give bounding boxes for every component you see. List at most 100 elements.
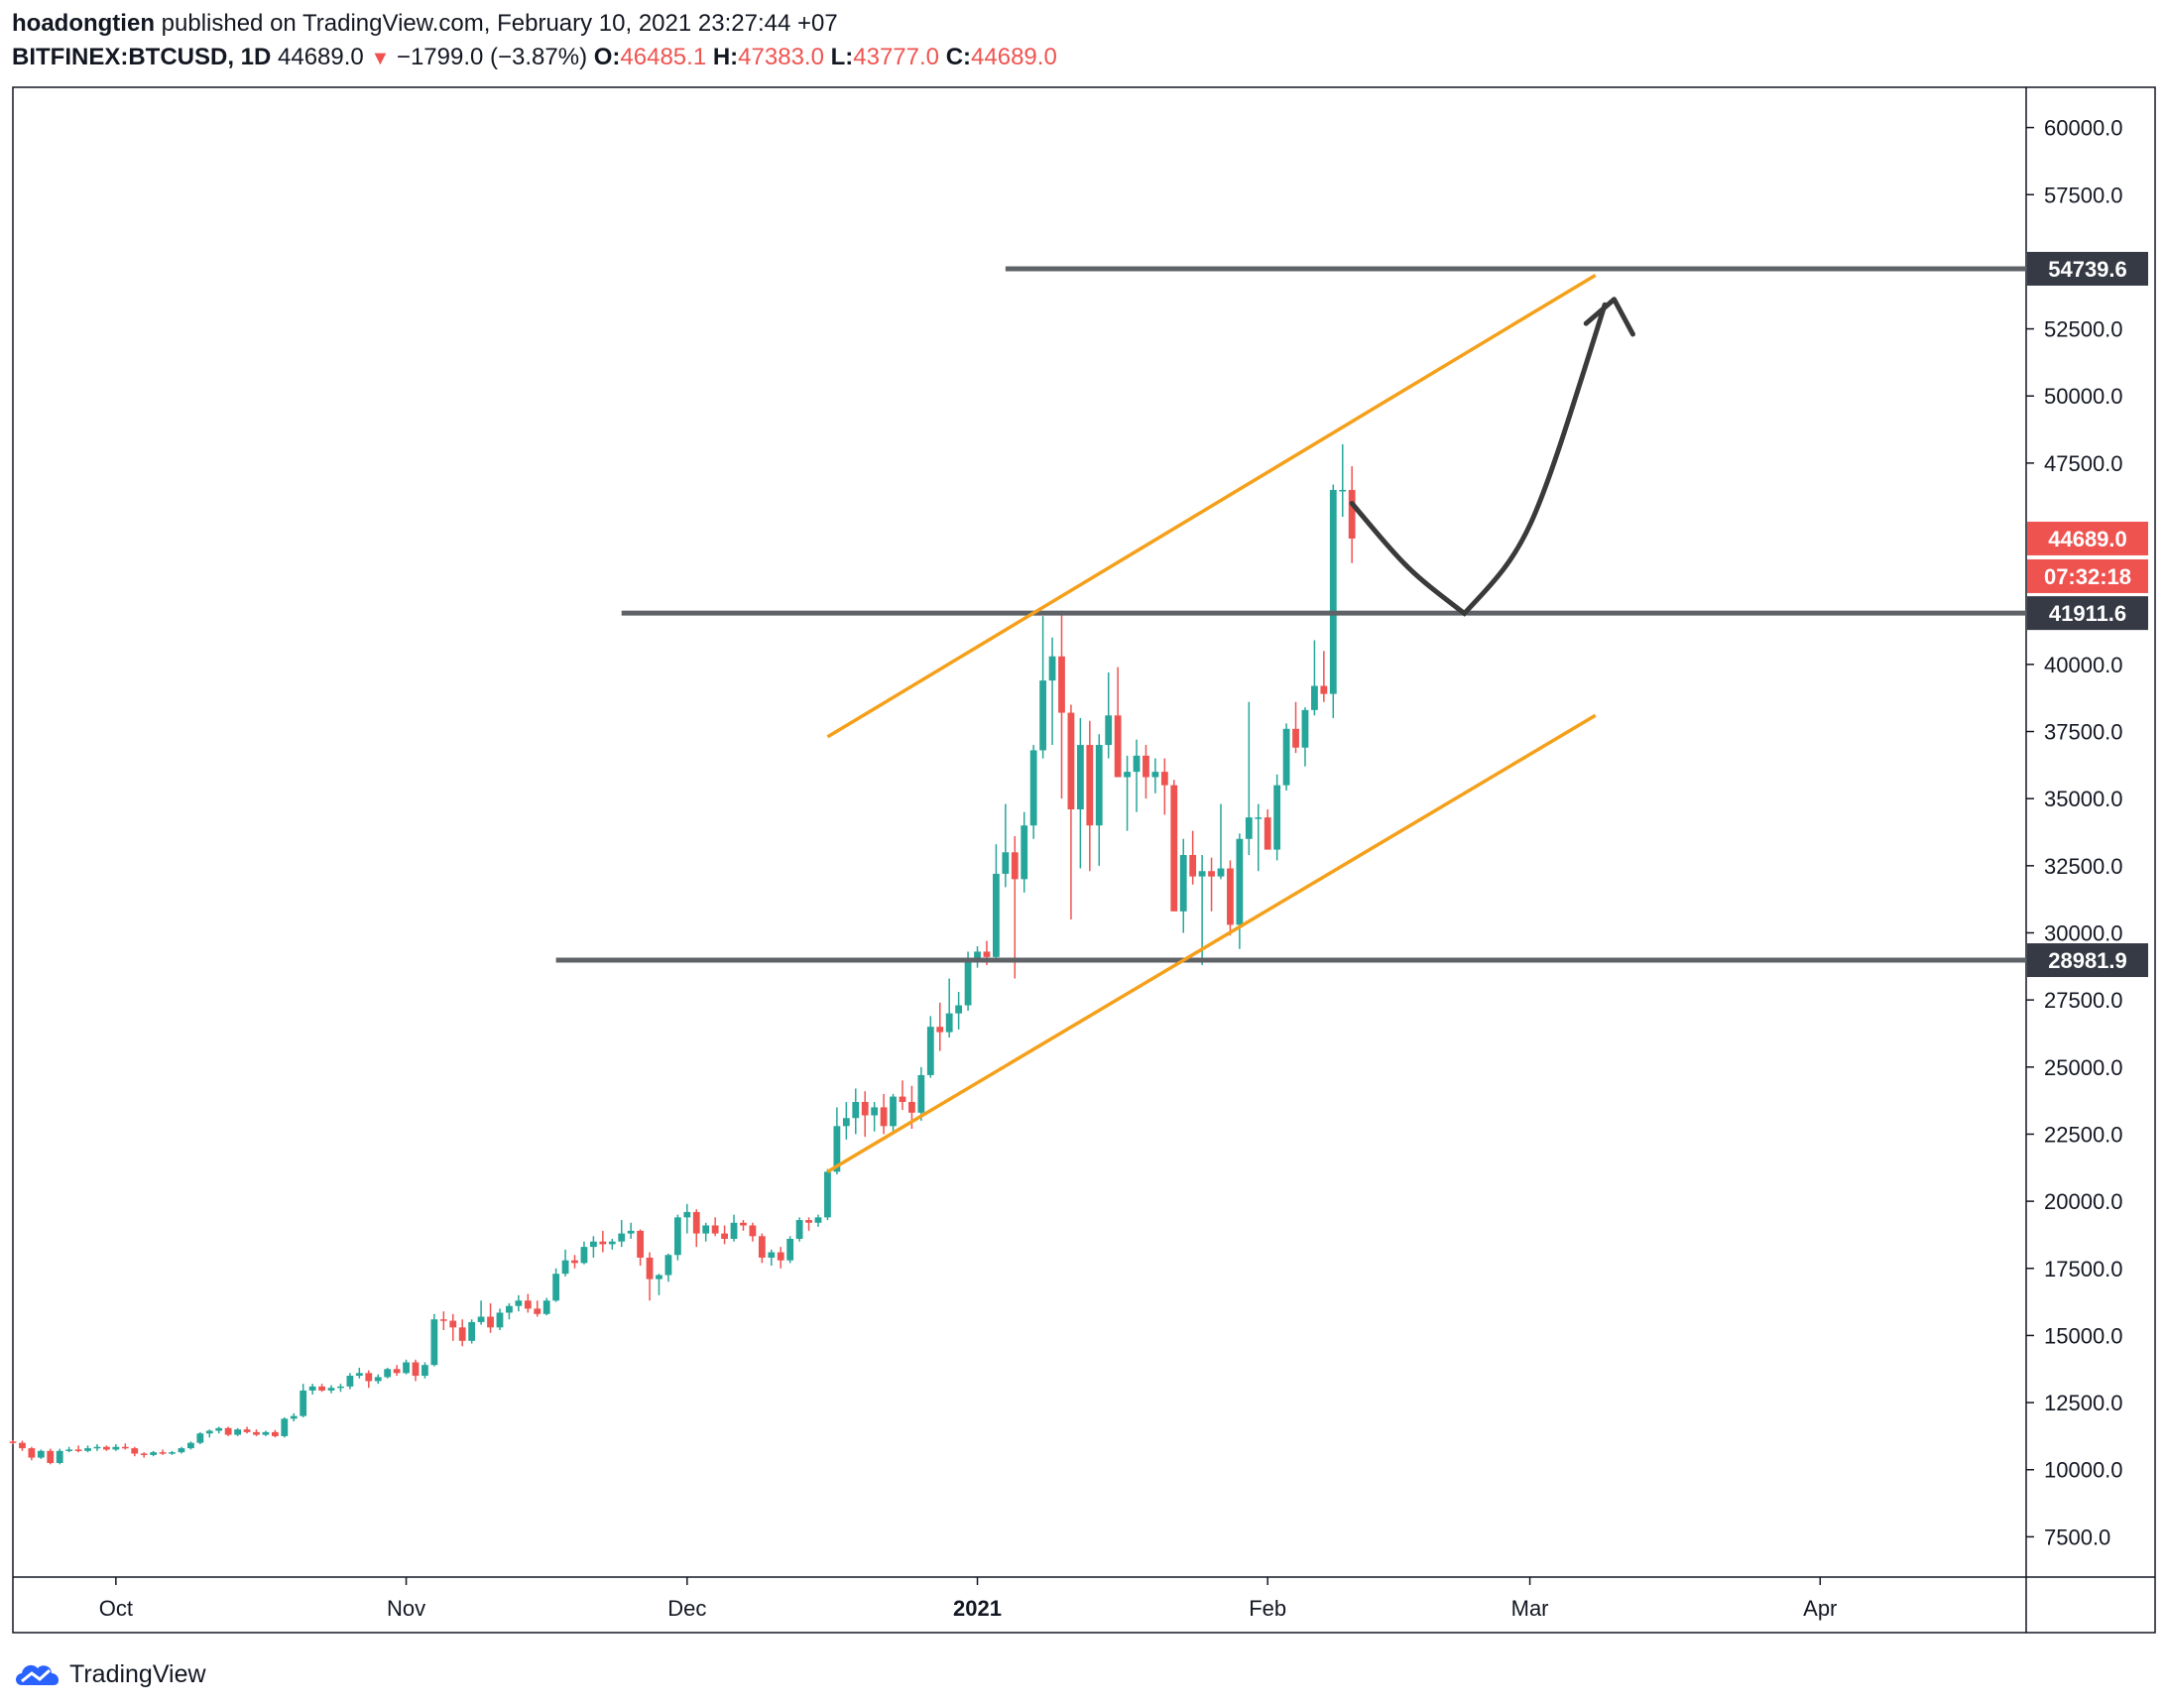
candle [1124,755,1131,831]
candle-body [1179,855,1187,912]
candle-body [28,1448,36,1458]
candle-body [327,1388,335,1391]
candle-body [37,1450,45,1458]
candle-body [140,1453,148,1456]
candle-body [393,1369,401,1374]
candle-body [955,1005,963,1014]
price-tick-label: 47500.0 [2044,451,2123,476]
candle [955,992,963,1030]
projection-arrowhead [1583,297,1635,337]
candle [637,1229,645,1267]
candle [1039,616,1047,759]
candle-body [1282,728,1290,786]
last-value: 44689.0 [278,44,364,70]
candle-body [159,1452,167,1454]
candle-body [178,1448,185,1453]
candle-body [795,1220,803,1240]
price-tick-label: 10000.0 [2044,1458,2123,1483]
candle-body [524,1300,532,1309]
candle [561,1249,569,1277]
level-price-label: 28981.9 [2027,943,2148,978]
candle-body [271,1431,279,1436]
candle [458,1319,466,1347]
candle-body [589,1241,597,1248]
candle [692,1209,700,1248]
candle [683,1203,691,1234]
tradingview-footer[interactable]: TradingView [12,1656,206,1692]
price-tick-label: 25000.0 [2044,1055,2123,1080]
candle-body [1245,817,1253,839]
candle-body [1227,868,1234,925]
candle-body [964,962,972,1006]
candle-body [992,873,1000,957]
candle-body [683,1211,691,1218]
candle-body [871,1107,879,1116]
high-value: 47383.0 [738,44,824,70]
time-tick-label: Mar [1511,1596,1549,1621]
level-price-label-text: 41911.6 [2049,601,2126,626]
candle-body [131,1448,139,1454]
candle-body [917,1074,925,1113]
candle [1245,701,1253,856]
candle-body [842,1118,850,1127]
candle [880,1093,888,1135]
candle [47,1448,55,1465]
candle [1048,637,1056,746]
candle [992,844,1000,963]
candle [56,1448,63,1465]
candle [384,1367,392,1379]
candle [196,1431,204,1445]
time-tick-label: Apr [1803,1596,1837,1621]
candle-body [711,1225,719,1234]
candle [805,1217,812,1231]
candle-body [1264,817,1271,850]
candle [234,1427,242,1436]
candle-body [692,1211,700,1234]
candle [1058,610,1065,799]
candle [890,1093,897,1132]
price-tick-label: 50000.0 [2044,384,2123,409]
candle-body [262,1431,270,1435]
candle-body [121,1446,129,1449]
candle [664,1253,672,1282]
candle [421,1362,428,1379]
candle-body [308,1386,316,1391]
candle [215,1426,223,1434]
candle [861,1091,869,1138]
price-tick-label: 22500.0 [2044,1122,2123,1147]
candle-body [1114,715,1122,778]
candle-body [833,1126,841,1172]
candle-body [561,1260,569,1275]
candle-body [758,1236,766,1258]
candle [1151,758,1159,793]
candle-body [1011,852,1019,880]
candle [730,1214,738,1242]
price-tick-label: 30000.0 [2044,920,2123,945]
level-price-label-bg [2027,251,2148,286]
time-axis[interactable]: Oct Nov Dec 2021 Feb Mar Apr [99,1577,1838,1621]
candle-body [880,1107,888,1127]
candle-body [552,1274,560,1301]
price-tick-label: 27500.0 [2044,988,2123,1013]
candle [1311,640,1318,716]
candle [534,1300,542,1317]
candle [131,1446,139,1457]
price-axis[interactable]: 60000.0 57500.0 52500.0 50000.0 47500.0 40000… [2026,116,2123,1550]
level-price-label-text: 28981.9 [2048,948,2127,973]
candle-body [805,1220,812,1223]
candle [1021,811,1028,893]
candle [1348,466,1356,563]
candle-body [56,1450,63,1463]
candle-body [1124,772,1131,778]
candle-body [702,1225,710,1234]
candle-body [74,1449,82,1451]
candle-body [477,1316,485,1322]
candle-body [355,1373,363,1377]
candle [308,1384,316,1395]
candle [702,1222,710,1242]
price-tick-label: 7500.0 [2044,1525,2110,1549]
channel-upper-line [826,273,1597,739]
candle-body [861,1101,869,1116]
candle-body [186,1442,194,1449]
